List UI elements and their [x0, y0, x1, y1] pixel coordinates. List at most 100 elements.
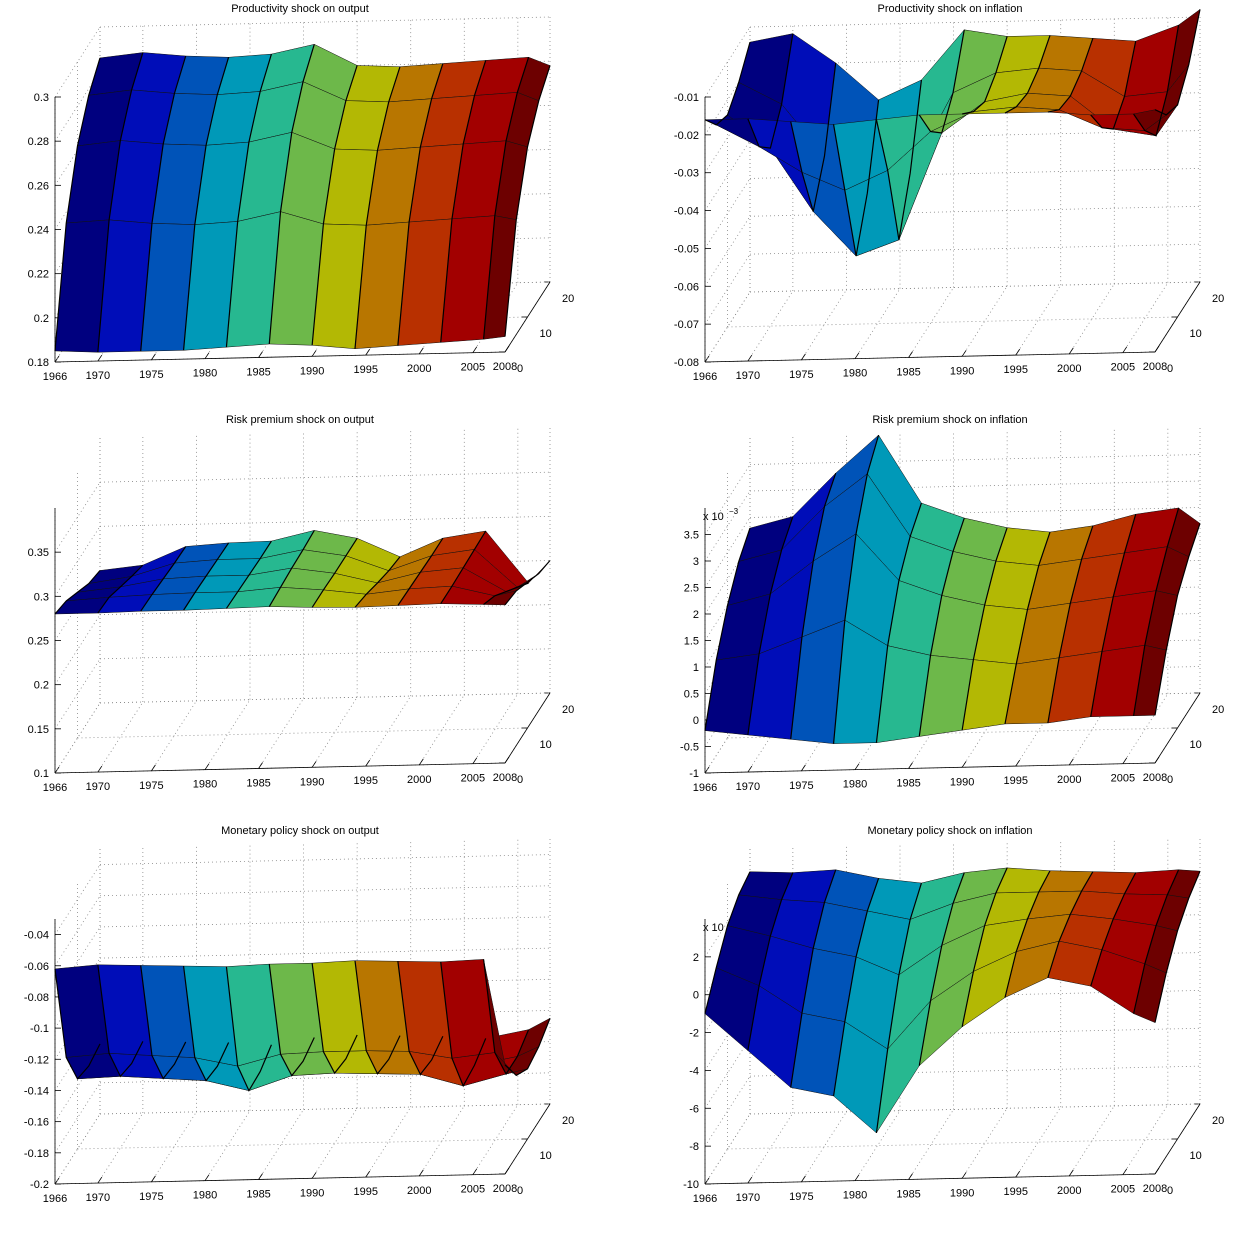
grid-line	[77, 1138, 528, 1150]
z-tick-label: 0.1	[34, 768, 49, 780]
tick-mark	[801, 764, 806, 772]
y-axis	[1154, 692, 1201, 764]
z-tick-label: -0.06	[674, 281, 699, 293]
x-tick-label: 2005	[461, 362, 485, 374]
x-tick-label: 2000	[407, 1185, 431, 1197]
z-tick-label: -0.07	[674, 319, 699, 331]
z-tick-label: -0.16	[24, 1117, 49, 1129]
response-curve	[961, 867, 1008, 1027]
z-tick-label: 0.24	[28, 225, 49, 237]
response-curve	[832, 878, 880, 1097]
tick-mark	[204, 763, 210, 770]
tick-mark	[311, 1172, 317, 1179]
z-tick-label: -0.12	[24, 1054, 49, 1066]
x-tick-label: 2008	[1143, 1183, 1167, 1195]
z-tick-label: 0.25	[28, 636, 49, 648]
response-curve	[1132, 507, 1180, 716]
grid-line	[99, 1103, 551, 1115]
grid-line	[54, 895, 101, 966]
grid-line	[704, 1075, 751, 1147]
tick-mark	[1068, 1169, 1074, 1177]
tick-mark	[908, 1173, 913, 1180]
response-curve	[182, 57, 230, 351]
tick-mark	[1122, 1168, 1128, 1175]
y-tick-label: 10	[1190, 739, 1202, 751]
x-tick-label: 1985	[896, 366, 920, 378]
z-tick-label: -0.08	[674, 357, 699, 369]
z-tick-label: -8	[689, 1141, 699, 1153]
z-scale-exponent: −3	[729, 507, 739, 516]
tick-mark	[961, 1172, 967, 1179]
y-axis	[1154, 1103, 1201, 1175]
response-curve	[1133, 24, 1180, 137]
x-tick-label: 1985	[896, 1188, 920, 1200]
response-curve	[482, 57, 530, 340]
tick-mark	[472, 346, 478, 353]
response-curve	[225, 53, 273, 348]
response-curve	[790, 869, 837, 1088]
tick-mark	[801, 1175, 806, 1183]
tick-mark	[258, 351, 263, 358]
grid-line	[99, 16, 551, 28]
grid-line	[749, 16, 1201, 28]
y-tick-label: 10	[540, 739, 552, 751]
x-tick-label: 2000	[407, 363, 431, 375]
response-curve	[1004, 35, 1051, 114]
grid-line	[749, 1103, 1201, 1115]
panel: Productivity shock on inflation 1966 1970 1…	[674, 3, 1224, 383]
z-tick-label: 0.28	[28, 136, 49, 148]
tick-mark	[704, 355, 710, 363]
response-curve	[225, 540, 272, 609]
x-tick-label: 2005	[1111, 773, 1135, 785]
z-tick-label: -10	[683, 1179, 699, 1191]
tick-mark	[854, 352, 860, 359]
x-tick-label: 1970	[86, 370, 110, 382]
grid-line	[99, 471, 551, 483]
response-curve	[354, 556, 401, 608]
x-tick-label: 2000	[1057, 363, 1081, 375]
x-tick-label: 1985	[896, 777, 920, 789]
z-tick-label: 0.3	[34, 591, 49, 603]
y-tick-label: 10	[540, 328, 552, 340]
tick-mark	[418, 758, 424, 766]
tick-mark	[311, 350, 317, 357]
chart-title: Risk premium shock on output	[226, 414, 374, 426]
x-axis	[54, 762, 506, 774]
x-tick-label: 1966	[43, 1193, 67, 1205]
response-curve	[1090, 41, 1137, 130]
response-curve	[397, 537, 444, 606]
grid-line	[704, 253, 751, 325]
grid-line	[747, 1112, 794, 1184]
y-tick-label: 0	[517, 363, 523, 375]
x-tick-label: 1995	[1003, 775, 1027, 787]
tick-mark	[908, 762, 913, 769]
x-tick-label: 1990	[300, 776, 324, 788]
y-axis	[1154, 281, 1201, 353]
response-curve	[790, 62, 837, 212]
tick-mark	[704, 1177, 710, 1185]
x-tick-label: 1970	[86, 1192, 110, 1204]
x-tick-label: 2000	[407, 774, 431, 786]
grid-line	[704, 140, 751, 211]
x-axis	[704, 1173, 1156, 1185]
grid-line	[749, 1103, 1201, 1115]
chart-title: Productivity shock on output	[231, 3, 369, 15]
z-tick-label: 0.26	[28, 180, 49, 192]
response-curve	[311, 537, 358, 608]
response-curve	[704, 41, 751, 126]
grid-line	[99, 885, 551, 897]
tick-mark	[801, 353, 806, 361]
response-curve	[1132, 869, 1180, 1014]
grid-line	[727, 316, 1178, 328]
z-tick-label: -0.04	[674, 206, 699, 218]
grid-line	[97, 701, 144, 773]
tick-mark	[258, 762, 263, 769]
grid-line	[365, 695, 412, 767]
grid-line	[258, 698, 304, 769]
tick-mark	[204, 1174, 210, 1181]
x-axis	[704, 351, 1156, 363]
z-tick-label: 0.2	[34, 313, 49, 325]
z-tick-label: -0.02	[674, 130, 699, 142]
z-tick-label: 0	[693, 990, 699, 1002]
y-axis	[504, 1103, 551, 1175]
